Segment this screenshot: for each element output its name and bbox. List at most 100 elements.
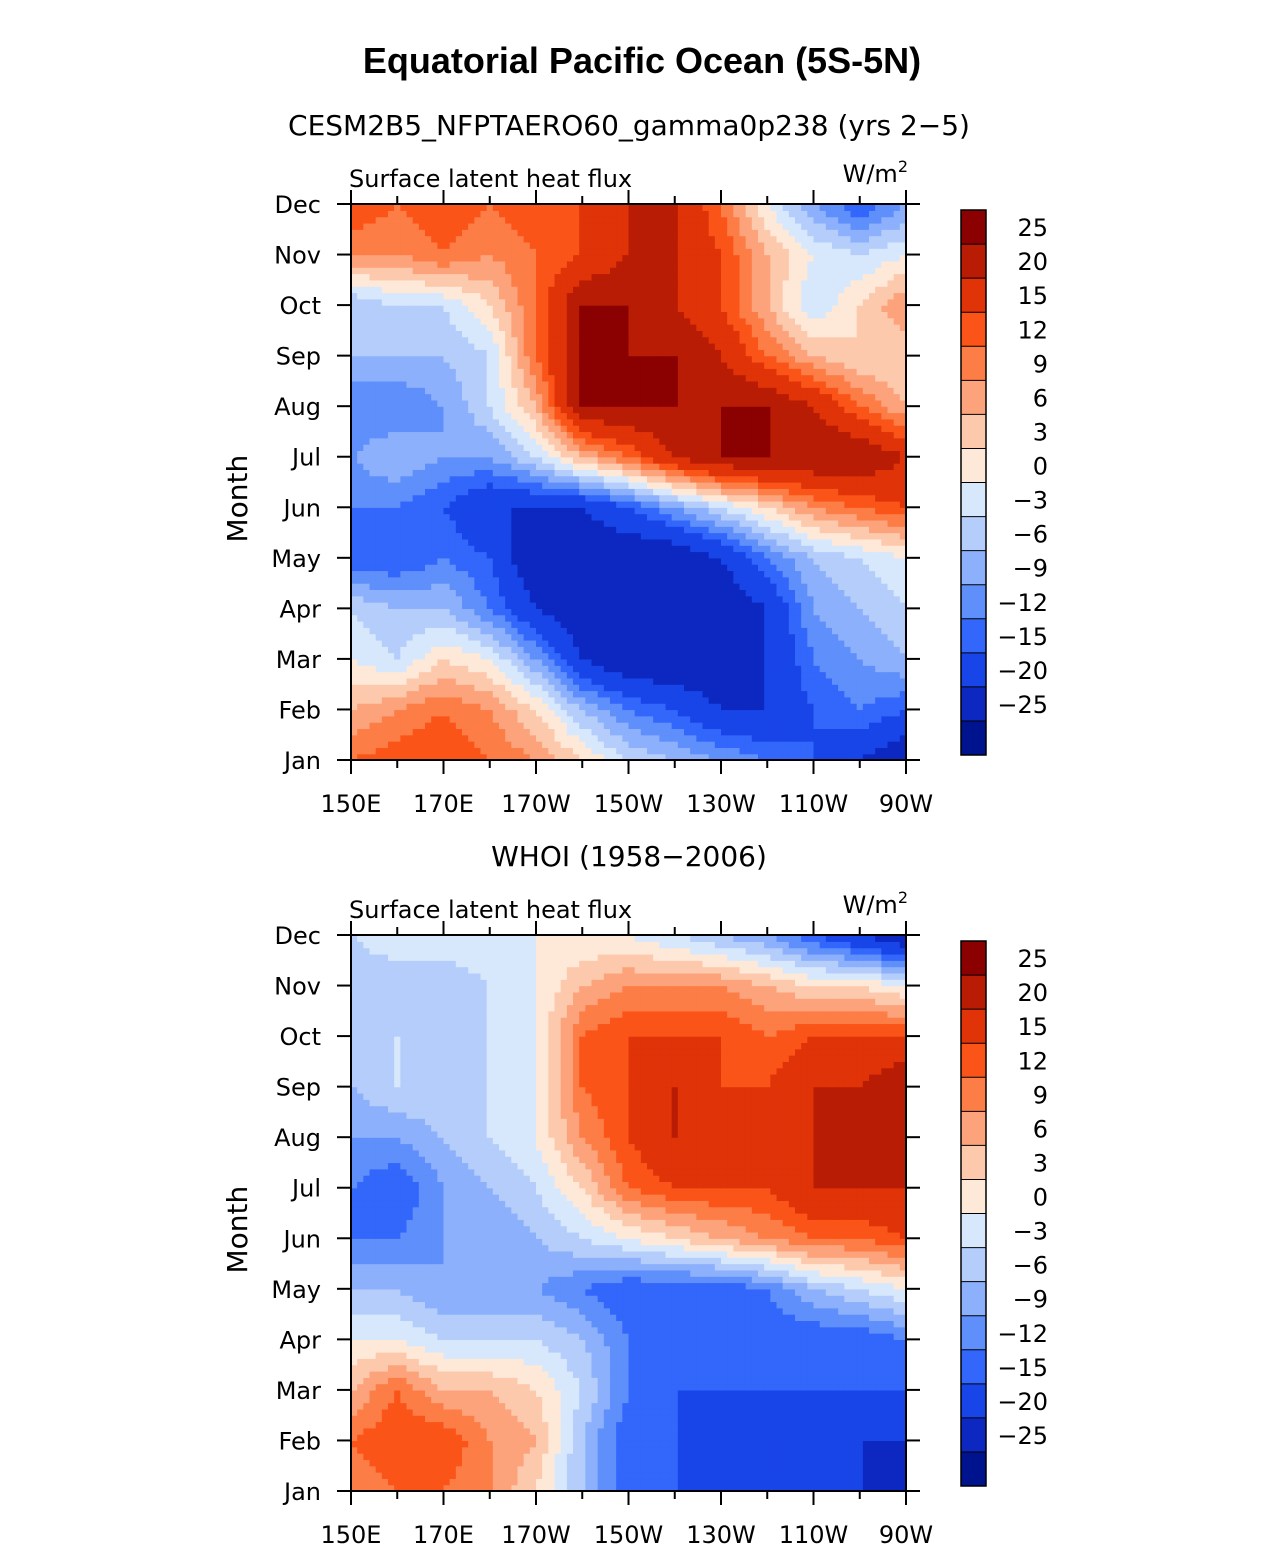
heatmap-cell [881,564,889,572]
heatmap-cell [634,639,642,647]
heatmap-cell [813,576,821,584]
heatmap-cell [628,444,636,452]
heatmap-cell [455,627,463,635]
heatmap-cell [887,551,895,559]
heatmap-cell [758,677,765,685]
heatmap-cell [801,500,808,508]
heatmap-cell [462,747,469,755]
heatmap-cell [832,741,839,748]
heatmap-cell [640,747,648,755]
heatmap-cell [782,444,790,452]
heatmap-cell [566,482,574,489]
heatmap-cell [770,557,778,565]
heatmap-cell [671,507,679,515]
heatmap-cell [412,412,420,420]
heatmap-cell [610,444,617,452]
heatmap-cell [862,608,870,616]
heatmap-cell [468,463,475,470]
heatmap-cell [838,526,845,534]
heatmap-cell [739,437,747,445]
heatmap-cell [548,595,556,603]
heatmap-cell [832,500,839,508]
heatmap-cell [788,602,796,609]
heatmap-cell [418,564,426,572]
heatmap-cell [733,741,741,748]
heatmap-cell [850,722,858,730]
heatmap-cell [788,545,796,553]
heatmap-cell [665,614,673,622]
heatmap-cell [696,475,704,483]
heatmap-cell [653,627,660,635]
heatmap-cell [400,602,408,609]
heatmap-cell [412,658,420,666]
heatmap-cell [733,602,741,609]
heatmap-cell [492,658,500,666]
heatmap-cell [517,696,525,704]
heatmap-cell [616,488,623,496]
heatmap-cell [616,513,623,521]
heatmap-cell [579,570,586,578]
heatmap-cell [893,602,901,609]
heatmap-cell [665,450,673,458]
heatmap-cell [548,747,556,755]
heatmap-cell [400,747,408,755]
heatmap-cell [388,595,395,603]
heatmap-cell [542,507,549,515]
heatmap-cell [486,532,494,540]
heatmap-cell [406,437,414,445]
heatmap-cell [486,722,494,730]
heatmap-cell [591,715,599,723]
heatmap-cell [486,627,494,635]
heatmap-cell [733,564,741,572]
heatmap-cell [856,639,864,647]
heatmap-cell [418,608,426,616]
heatmap-cell [468,456,475,464]
heatmap-cell [869,684,876,692]
heatmap-cell [690,741,697,748]
heatmap-cell [875,652,882,660]
heatmap-cell [474,728,482,736]
heatmap-cell [893,488,901,496]
heatmap-cell [462,437,469,445]
heatmap-cell [357,519,364,527]
heatmap-cell [653,456,660,464]
heatmap-cell [622,412,630,420]
heatmap-cell [412,696,420,704]
heatmap-cell [511,747,519,755]
heatmap-cell [653,684,660,692]
heatmap-cell [375,696,383,704]
heatmap-cell [351,589,358,597]
heatmap-cell [677,545,685,553]
heatmap-cell [782,658,790,666]
heatmap-cell [351,538,358,546]
heatmap-cell [486,444,494,452]
heatmap-cell [788,456,796,464]
heatmap-cell [881,728,889,736]
heatmap-cell [529,526,537,534]
heatmap-cell [591,658,599,666]
heatmap-cell [486,526,494,534]
heatmap-cell [795,621,802,628]
heatmap-cell [788,412,796,420]
heatmap-cell [745,747,753,755]
heatmap-cell [745,576,753,584]
heatmap-cell [394,684,401,692]
heatmap-cell [616,709,623,717]
heatmap-cell [486,703,494,711]
heatmap-cell [529,602,537,609]
heatmap-cell [825,557,833,565]
heatmap-cell [400,513,408,521]
heatmap-cell [474,627,482,635]
heatmap-cell [862,652,870,660]
heatmap-cell [733,608,741,616]
heatmap-cell [566,608,574,616]
heatmap-cell [425,494,432,502]
heatmap-cell [856,463,864,470]
heatmap-cell [511,570,519,578]
heatmap-cell [449,425,457,433]
heatmap-cell [511,469,519,477]
heatmap-cell [357,469,364,477]
heatmap-cell [536,703,543,711]
heatmap-cell [480,412,488,420]
heatmap-cell [573,513,580,521]
